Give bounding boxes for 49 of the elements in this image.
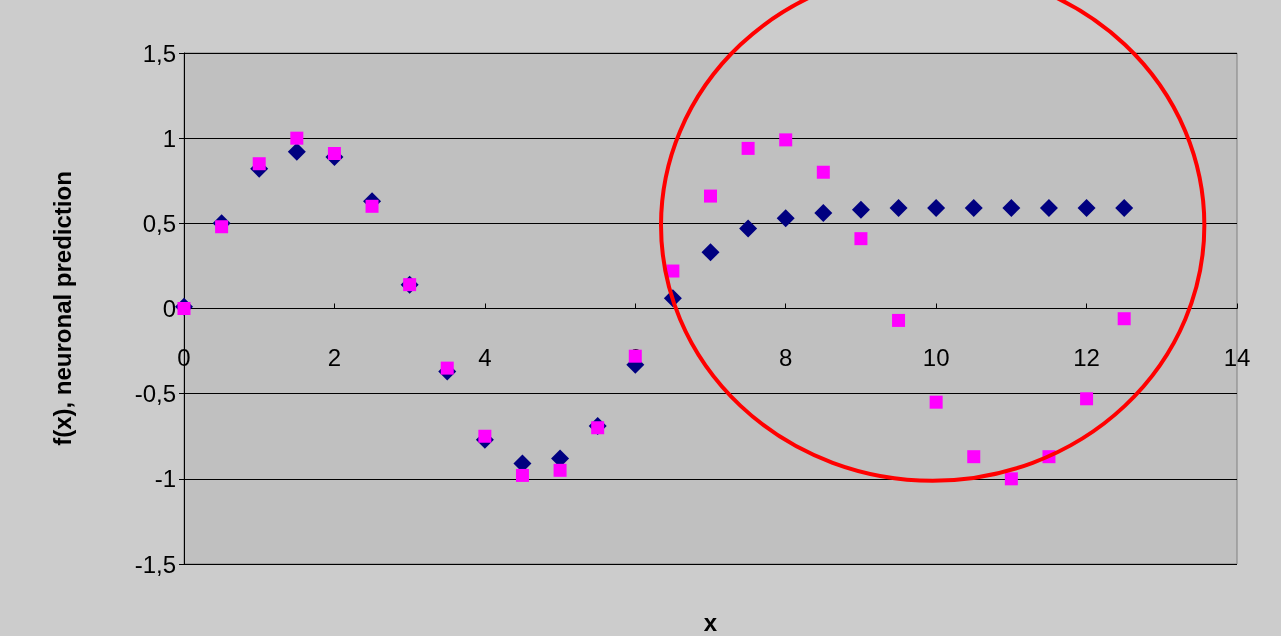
point <box>1039 199 1058 217</box>
point <box>515 468 529 482</box>
point <box>1077 199 1096 217</box>
point <box>814 204 833 223</box>
y-tick-label: -0,5 <box>134 380 176 408</box>
point <box>1002 199 1021 217</box>
point <box>854 232 868 246</box>
point <box>290 131 304 145</box>
point <box>892 313 906 327</box>
point <box>478 429 492 443</box>
x-tick-label: 10 <box>922 344 950 371</box>
x-axis-title: x <box>703 608 718 636</box>
y-tick-label: 1 <box>162 124 176 152</box>
x-tick-label: 12 <box>1073 344 1100 371</box>
point <box>1117 312 1131 326</box>
point <box>440 361 454 375</box>
point <box>252 157 266 171</box>
point <box>741 141 755 155</box>
x-tick-label: 4 <box>478 344 492 371</box>
x-tick-label: 8 <box>779 344 793 371</box>
point <box>929 395 943 409</box>
point <box>1115 199 1134 217</box>
point <box>816 165 830 179</box>
point <box>701 243 720 262</box>
point <box>553 463 567 477</box>
y-tick-label: 1,5 <box>142 39 176 67</box>
y-axis-title: f(x), neuronal prediction <box>48 171 76 446</box>
point <box>964 199 983 217</box>
y-tick-label: -1 <box>154 465 176 493</box>
point <box>967 450 981 464</box>
point <box>851 200 870 219</box>
point <box>927 199 946 217</box>
point <box>779 133 793 147</box>
x-tick-label: 2 <box>327 344 342 371</box>
point <box>776 209 795 228</box>
y-tick-label: -1,5 <box>134 550 176 578</box>
x-tick-label: 14 <box>1223 344 1251 371</box>
point <box>704 189 717 203</box>
y-tick-label: 0,5 <box>142 209 176 237</box>
point <box>628 349 642 363</box>
point <box>215 220 229 234</box>
point <box>889 199 908 217</box>
point <box>287 142 306 161</box>
point <box>1080 392 1094 406</box>
y-tick-label: 0 <box>162 295 176 322</box>
point <box>327 147 341 160</box>
point <box>739 219 758 238</box>
point <box>365 199 379 213</box>
point <box>1004 472 1018 486</box>
